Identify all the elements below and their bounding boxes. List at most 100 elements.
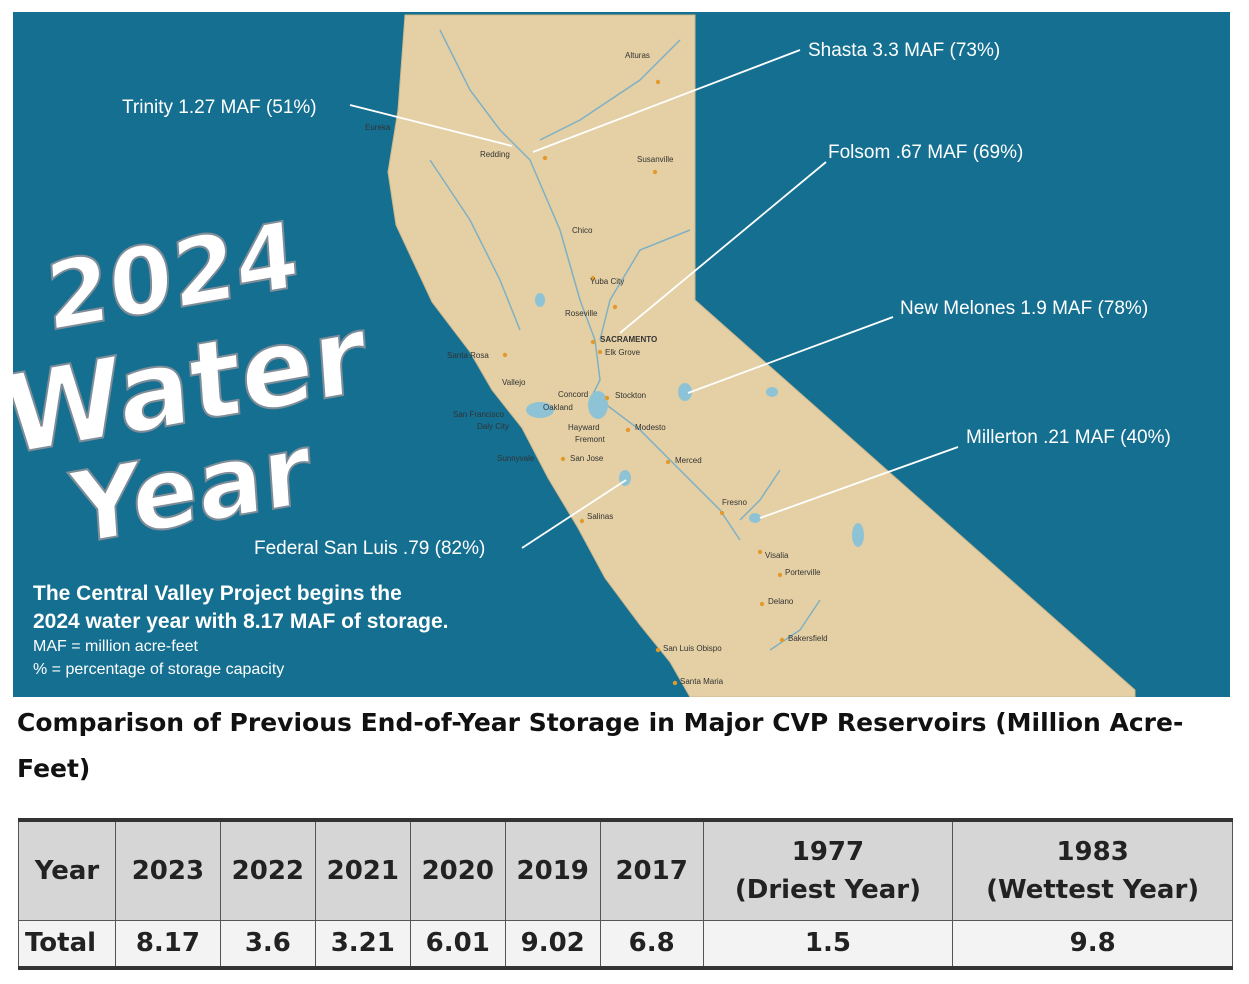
table-cell: 3.21 xyxy=(314,919,411,969)
city-dot xyxy=(655,647,661,653)
leader-line xyxy=(759,446,959,519)
city-dot xyxy=(590,275,596,281)
city-label: Hayward xyxy=(568,423,600,432)
city-dot xyxy=(542,155,548,161)
reservoir-labels: Trinity 1.27 MAF (51%) Shasta 3.3 MAF (73… xyxy=(122,40,1171,559)
header-cell: Year xyxy=(18,819,116,921)
city-label: Modesto xyxy=(635,423,666,432)
city-dot xyxy=(560,456,566,462)
header-text: 2019 xyxy=(516,855,589,886)
city-dot xyxy=(502,352,508,358)
lake xyxy=(588,391,608,419)
lake xyxy=(535,293,545,307)
reservoir-label: New Melones 1.9 MAF (78%) xyxy=(900,298,1148,319)
header-text: 1977 xyxy=(791,836,865,867)
header-text: 2021 xyxy=(326,855,399,886)
leader-line xyxy=(687,316,894,394)
caption-note: MAF = million acre-feet xyxy=(33,638,198,655)
city-label: Oakland xyxy=(543,403,573,412)
table-heading: Comparison of Previous End-of-Year Stora… xyxy=(17,708,1184,783)
data-row: Total 8.17 3.6 3.21 6.01 9.02 6.8 1.5 9.8 xyxy=(18,919,1233,969)
header-text: 2020 xyxy=(421,855,494,886)
river xyxy=(539,39,681,141)
city-dot xyxy=(579,518,585,524)
table-cell: 9.02 xyxy=(504,919,601,969)
lake xyxy=(678,383,692,401)
city-label: Salinas xyxy=(587,512,613,521)
reservoir-label: Millerton .21 MAF (40%) xyxy=(966,427,1171,448)
river xyxy=(599,229,691,341)
header-cell: 2023 xyxy=(114,819,221,921)
table-cell: 3.6 xyxy=(219,919,316,969)
city-label: Redding xyxy=(480,150,510,159)
lake xyxy=(852,523,864,547)
caption: The Central Valley Project begins the xyxy=(33,582,402,605)
city-dot xyxy=(777,572,783,578)
header-cell: 2021 xyxy=(314,819,411,921)
header-text: Year xyxy=(34,855,100,886)
city-label: SACRAMENTO xyxy=(600,335,657,344)
table-cell: Total xyxy=(18,919,116,969)
city-label: Alturas xyxy=(625,51,650,60)
leader-line xyxy=(619,161,827,334)
table-cell: 1.5 xyxy=(702,919,954,969)
header-text: 2017 xyxy=(615,855,688,886)
city-label: Yuba City xyxy=(590,277,624,286)
city-label: Visalia xyxy=(765,551,789,560)
city-dot xyxy=(612,304,618,310)
lakes xyxy=(526,293,864,547)
river xyxy=(439,29,601,401)
header-row: Year 2023 2022 2021 2020 2019 2017 1977 (Driest … xyxy=(18,819,1233,921)
city-label: San Jose xyxy=(570,454,604,463)
map: Alturas Eureka Redding Susanville Chico Yuba … xyxy=(13,12,1230,697)
city-dot xyxy=(604,395,610,401)
city-label: Delano xyxy=(768,597,794,606)
reservoir-label: Trinity 1.27 MAF (51%) xyxy=(122,97,317,118)
header-cell: 1983 (Wettest Year) xyxy=(952,819,1233,921)
table-cell: 6.8 xyxy=(599,919,704,969)
city-label: San Luis Obispo xyxy=(663,644,722,653)
city-label: Daly City xyxy=(477,422,509,431)
header-text: (Wettest Year) xyxy=(986,874,1200,905)
city-dot xyxy=(655,79,661,85)
header-cell: 2019 xyxy=(504,819,601,921)
header-cell: 2022 xyxy=(219,819,316,921)
city-dot xyxy=(779,637,785,643)
city-label: San Francisco xyxy=(453,410,505,419)
city-dot xyxy=(590,339,596,345)
table-cell: 8.17 xyxy=(114,919,221,969)
city-dot xyxy=(719,510,725,516)
header-cell: 2020 xyxy=(409,819,506,921)
city-label: Stockton xyxy=(615,391,646,400)
reservoir-label: Shasta 3.3 MAF (73%) xyxy=(808,40,1000,61)
city-label: Sunnyvale xyxy=(497,454,535,463)
city-label: Chico xyxy=(572,226,593,235)
city-label: Susanville xyxy=(637,155,674,164)
city-label: Porterville xyxy=(785,568,821,577)
river xyxy=(429,159,521,331)
river xyxy=(769,599,821,651)
city-dot xyxy=(597,349,603,355)
city-label: Santa Maria xyxy=(680,677,724,686)
lake xyxy=(526,402,554,418)
city-dot xyxy=(672,680,678,686)
city-dot xyxy=(757,549,763,555)
caption: 2024 water year with 8.17 MAF of storage… xyxy=(33,610,449,633)
city-label: Eureka xyxy=(365,123,391,132)
city-dot xyxy=(759,601,765,607)
header-text: 2022 xyxy=(231,855,305,886)
rivers xyxy=(429,29,821,651)
city-label: Merced xyxy=(675,456,702,465)
table-cell: 6.01 xyxy=(409,919,506,969)
table-head: Year 2023 2022 2021 2020 2019 2017 1977 (Driest … xyxy=(18,819,1233,921)
city-label: Fresno xyxy=(722,498,747,507)
city-dot xyxy=(625,427,631,433)
storage-table: Year 2023 2022 2021 2020 2019 2017 1977 (Driest … xyxy=(18,818,1233,970)
table-cell: 9.8 xyxy=(952,919,1233,969)
header-text: (Driest Year) xyxy=(734,874,921,905)
river xyxy=(599,399,741,541)
cities: Alturas Eureka Redding Susanville Chico Yuba … xyxy=(365,51,828,686)
river xyxy=(739,469,781,521)
header-text: 1983 xyxy=(1056,836,1129,867)
